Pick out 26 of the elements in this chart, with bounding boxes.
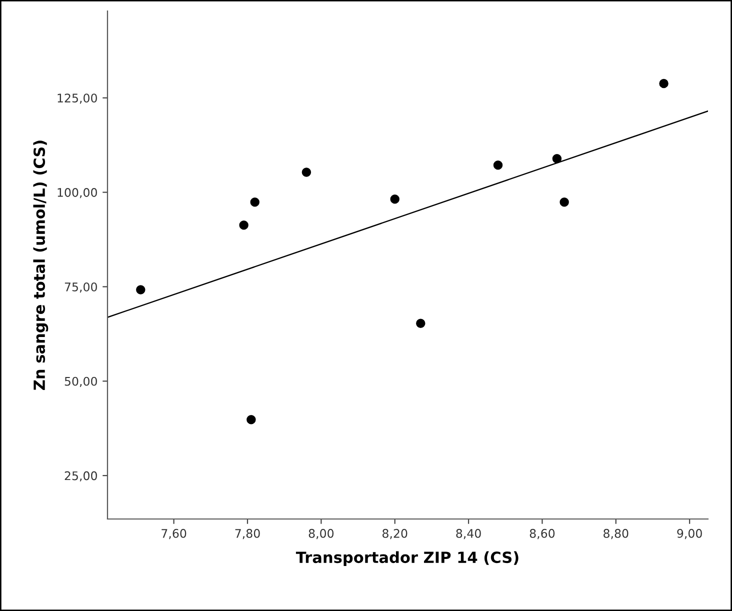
x-tick-label: 9,00 (677, 528, 702, 540)
point (246, 415, 256, 424)
point (239, 220, 248, 230)
x-tick-label: 8,00 (308, 528, 334, 540)
x-tick-label: 8,60 (530, 528, 555, 540)
point (250, 197, 260, 207)
x-tick-label: 8,40 (456, 528, 481, 540)
x-tick-label: 8,20 (382, 528, 408, 540)
point (302, 168, 312, 177)
y-tick-label: 125,00 (58, 94, 97, 104)
point (560, 197, 569, 207)
point (493, 160, 503, 170)
x-tick-label: 7,80 (235, 528, 260, 540)
y-tick-label: 100,00 (58, 188, 97, 198)
point (390, 194, 400, 204)
y-tick-label: 25,00 (64, 471, 97, 482)
point (136, 285, 146, 294)
x-tick-label: 7,60 (162, 528, 186, 540)
y-axis-title: Zn sangre total (umol/L) (CS) (33, 140, 48, 390)
y-tick-label: 75,00 (64, 282, 97, 293)
point (552, 154, 562, 164)
y-tick-label: 50,00 (64, 376, 97, 387)
point (416, 318, 426, 328)
x-tick-label: 8,80 (604, 528, 628, 540)
x-axis-title: Transportador ZIP 14 (CS) (296, 551, 518, 566)
point (659, 78, 668, 88)
